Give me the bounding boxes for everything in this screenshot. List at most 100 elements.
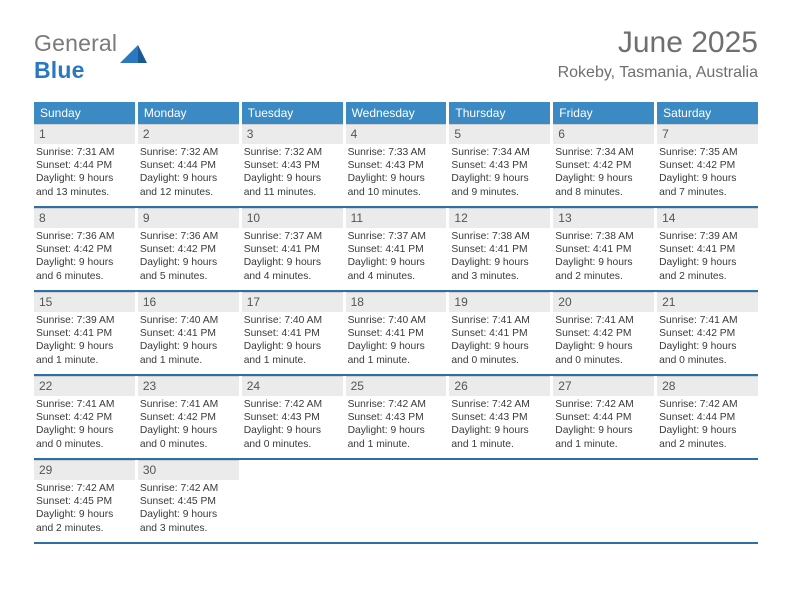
- sunset-line: Sunset: 4:45 PM: [140, 495, 235, 508]
- sunset-line: Sunset: 4:42 PM: [36, 411, 131, 424]
- title-location: Rokeby, Tasmania, Australia: [558, 64, 758, 82]
- calendar-week-row: 15Sunrise: 7:39 AMSunset: 4:41 PMDayligh…: [34, 292, 758, 376]
- cell-body: Sunrise: 7:38 AMSunset: 4:41 PMDaylight:…: [553, 228, 654, 285]
- sunset-line: Sunset: 4:45 PM: [36, 495, 131, 508]
- cell-body: Sunrise: 7:35 AMSunset: 4:42 PMDaylight:…: [657, 144, 758, 201]
- calendar-cell: 17Sunrise: 7:40 AMSunset: 4:41 PMDayligh…: [242, 292, 343, 370]
- calendar-cell: 19Sunrise: 7:41 AMSunset: 4:41 PMDayligh…: [449, 292, 550, 370]
- calendar-week-row: 22Sunrise: 7:41 AMSunset: 4:42 PMDayligh…: [34, 376, 758, 460]
- sunset-line: Sunset: 4:42 PM: [36, 243, 131, 256]
- calendar-week-row: 29Sunrise: 7:42 AMSunset: 4:45 PMDayligh…: [34, 460, 758, 544]
- daylight-line: Daylight: 9 hours and 0 minutes.: [36, 424, 131, 450]
- sunset-line: Sunset: 4:41 PM: [555, 243, 650, 256]
- cell-body: Sunrise: 7:39 AMSunset: 4:41 PMDaylight:…: [34, 312, 135, 369]
- sunset-line: Sunset: 4:41 PM: [244, 327, 339, 340]
- day-header: Wednesday: [346, 102, 447, 124]
- daylight-line: Daylight: 9 hours and 1 minute.: [555, 424, 650, 450]
- sunset-line: Sunset: 4:41 PM: [140, 327, 235, 340]
- sunset-line: Sunset: 4:43 PM: [244, 159, 339, 172]
- calendar-week-row: 8Sunrise: 7:36 AMSunset: 4:42 PMDaylight…: [34, 208, 758, 292]
- sunrise-line: Sunrise: 7:42 AM: [244, 398, 339, 411]
- cell-date: 17: [242, 292, 343, 312]
- title-block: June 2025 Rokeby, Tasmania, Australia: [558, 26, 758, 82]
- daylight-line: Daylight: 9 hours and 3 minutes.: [451, 256, 546, 282]
- daylight-line: Daylight: 9 hours and 1 minute.: [451, 424, 546, 450]
- calendar-grid: SundayMondayTuesdayWednesdayThursdayFrid…: [34, 102, 758, 544]
- cell-body: Sunrise: 7:41 AMSunset: 4:42 PMDaylight:…: [34, 396, 135, 453]
- logo-text-general: General: [34, 30, 117, 56]
- sunrise-line: Sunrise: 7:40 AM: [348, 314, 443, 327]
- calendar-cell: 13Sunrise: 7:38 AMSunset: 4:41 PMDayligh…: [553, 208, 654, 286]
- calendar-cell: 30Sunrise: 7:42 AMSunset: 4:45 PMDayligh…: [138, 460, 239, 538]
- sunrise-line: Sunrise: 7:39 AM: [36, 314, 131, 327]
- sunrise-line: Sunrise: 7:41 AM: [659, 314, 754, 327]
- sunset-line: Sunset: 4:43 PM: [451, 411, 546, 424]
- calendar-cell: 7Sunrise: 7:35 AMSunset: 4:42 PMDaylight…: [657, 124, 758, 202]
- cell-date: 23: [138, 376, 239, 396]
- cell-body: Sunrise: 7:40 AMSunset: 4:41 PMDaylight:…: [242, 312, 343, 369]
- cell-date: 11: [346, 208, 447, 228]
- daylight-line: Daylight: 9 hours and 8 minutes.: [555, 172, 650, 198]
- daylight-line: Daylight: 9 hours and 6 minutes.: [36, 256, 131, 282]
- calendar-cell: [242, 460, 343, 538]
- cell-date: 1: [34, 124, 135, 144]
- cell-date: 30: [138, 460, 239, 480]
- cell-date: 22: [34, 376, 135, 396]
- cell-body: Sunrise: 7:39 AMSunset: 4:41 PMDaylight:…: [657, 228, 758, 285]
- daylight-line: Daylight: 9 hours and 1 minute.: [36, 340, 131, 366]
- sunrise-line: Sunrise: 7:33 AM: [348, 146, 443, 159]
- sunrise-line: Sunrise: 7:35 AM: [659, 146, 754, 159]
- cell-body: Sunrise: 7:37 AMSunset: 4:41 PMDaylight:…: [346, 228, 447, 285]
- cell-body: Sunrise: 7:41 AMSunset: 4:42 PMDaylight:…: [138, 396, 239, 453]
- cell-date: 28: [657, 376, 758, 396]
- sunset-line: Sunset: 4:44 PM: [36, 159, 131, 172]
- sunset-line: Sunset: 4:41 PM: [659, 243, 754, 256]
- calendar-cell: 28Sunrise: 7:42 AMSunset: 4:44 PMDayligh…: [657, 376, 758, 454]
- cell-date: 16: [138, 292, 239, 312]
- logo-icon: [120, 45, 148, 72]
- daylight-line: Daylight: 9 hours and 12 minutes.: [140, 172, 235, 198]
- day-header: Tuesday: [242, 102, 343, 124]
- daylight-line: Daylight: 9 hours and 2 minutes.: [36, 508, 131, 534]
- cell-body: Sunrise: 7:34 AMSunset: 4:43 PMDaylight:…: [449, 144, 550, 201]
- daylight-line: Daylight: 9 hours and 1 minute.: [348, 340, 443, 366]
- sunrise-line: Sunrise: 7:42 AM: [140, 482, 235, 495]
- calendar-cell: [449, 460, 550, 538]
- calendar-cell: 5Sunrise: 7:34 AMSunset: 4:43 PMDaylight…: [449, 124, 550, 202]
- cell-date: 25: [346, 376, 447, 396]
- day-header: Saturday: [657, 102, 758, 124]
- sunset-line: Sunset: 4:44 PM: [659, 411, 754, 424]
- cell-date: 12: [449, 208, 550, 228]
- day-header: Sunday: [34, 102, 135, 124]
- sunrise-line: Sunrise: 7:31 AM: [36, 146, 131, 159]
- sunrise-line: Sunrise: 7:42 AM: [555, 398, 650, 411]
- sunrise-line: Sunrise: 7:34 AM: [555, 146, 650, 159]
- cell-body: Sunrise: 7:40 AMSunset: 4:41 PMDaylight:…: [138, 312, 239, 369]
- cell-body: Sunrise: 7:42 AMSunset: 4:45 PMDaylight:…: [34, 480, 135, 537]
- sunset-line: Sunset: 4:43 PM: [348, 411, 443, 424]
- cell-date: 5: [449, 124, 550, 144]
- calendar-cell: 22Sunrise: 7:41 AMSunset: 4:42 PMDayligh…: [34, 376, 135, 454]
- sunrise-line: Sunrise: 7:37 AM: [348, 230, 443, 243]
- cell-body: Sunrise: 7:36 AMSunset: 4:42 PMDaylight:…: [138, 228, 239, 285]
- sunrise-line: Sunrise: 7:34 AM: [451, 146, 546, 159]
- calendar-cell: 18Sunrise: 7:40 AMSunset: 4:41 PMDayligh…: [346, 292, 447, 370]
- daylight-line: Daylight: 9 hours and 5 minutes.: [140, 256, 235, 282]
- cell-body: Sunrise: 7:42 AMSunset: 4:43 PMDaylight:…: [242, 396, 343, 453]
- daylight-line: Daylight: 9 hours and 10 minutes.: [348, 172, 443, 198]
- calendar-cell: 25Sunrise: 7:42 AMSunset: 4:43 PMDayligh…: [346, 376, 447, 454]
- calendar-cell: 6Sunrise: 7:34 AMSunset: 4:42 PMDaylight…: [553, 124, 654, 202]
- cell-date: 29: [34, 460, 135, 480]
- cell-date: 24: [242, 376, 343, 396]
- cell-date: 14: [657, 208, 758, 228]
- sunset-line: Sunset: 4:42 PM: [140, 243, 235, 256]
- cell-date: 19: [449, 292, 550, 312]
- daylight-line: Daylight: 9 hours and 2 minutes.: [659, 256, 754, 282]
- cell-date: 7: [657, 124, 758, 144]
- sunrise-line: Sunrise: 7:40 AM: [140, 314, 235, 327]
- calendar-cell: 9Sunrise: 7:36 AMSunset: 4:42 PMDaylight…: [138, 208, 239, 286]
- cell-date: 27: [553, 376, 654, 396]
- calendar-cell: 26Sunrise: 7:42 AMSunset: 4:43 PMDayligh…: [449, 376, 550, 454]
- sunrise-line: Sunrise: 7:36 AM: [36, 230, 131, 243]
- sunrise-line: Sunrise: 7:32 AM: [140, 146, 235, 159]
